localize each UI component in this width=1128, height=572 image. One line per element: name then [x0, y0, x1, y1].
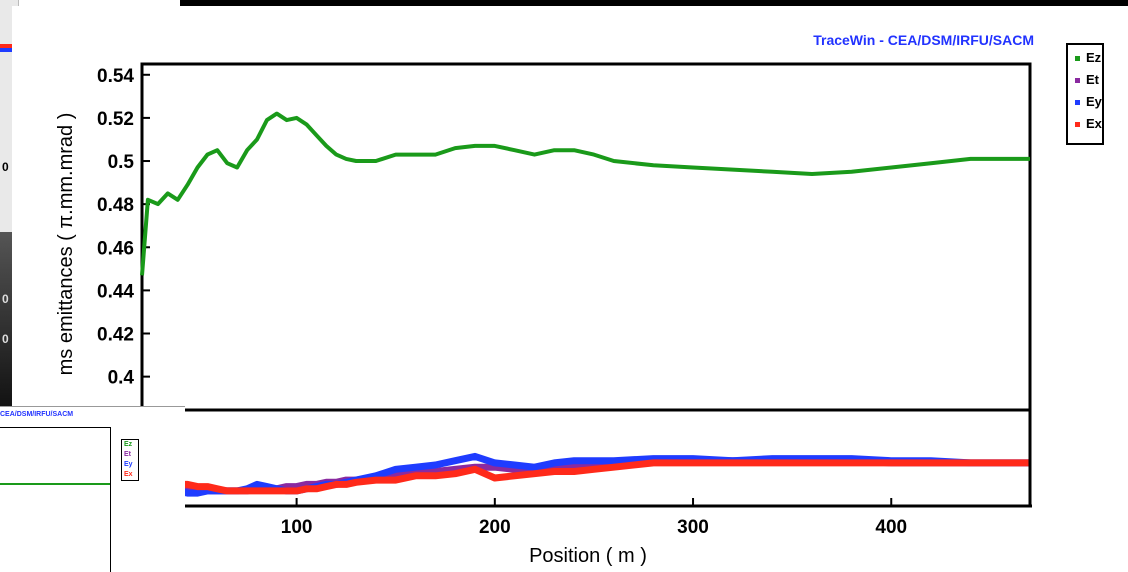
legend-swatch-ex [1075, 122, 1080, 127]
y-axis-title: ms emittances ( π.mm.mrad ) [55, 113, 77, 376]
plot-frame [140, 62, 1032, 412]
y-tick-labels: 0.540.520.50.480.460.440.420.40.38 [97, 66, 134, 432]
mini-legend-ez: Ez [124, 441, 133, 448]
legend-label-et: Et [1086, 72, 1100, 87]
series-line-ez [140, 111, 1030, 276]
series-lines-upper [140, 111, 1030, 276]
legend: Ez Et Ey Ex [1075, 50, 1103, 131]
background-tick-label: 0 [2, 160, 9, 174]
mini-chart-credit: CEA/DSM/IRFU/SACM [0, 411, 74, 418]
mini-legend: Ez Et Ey Ex [121, 439, 139, 481]
mini-legend-et: Et [124, 451, 131, 458]
y-tick-label: 0.52 [97, 109, 134, 130]
y-tick-label: 0.54 [97, 66, 134, 87]
background-tick-label: 0 [2, 332, 9, 346]
background-tick-label: 0 [2, 292, 9, 306]
legend-box [1066, 43, 1104, 145]
y-tick-label: 0.42 [97, 325, 134, 346]
mini-legend-ey: Ey [124, 461, 133, 468]
mini-ez-line [0, 483, 110, 485]
y-tick-label: 0.5 [108, 152, 135, 173]
y-tick-label: 0.4 [108, 368, 135, 389]
emittance-chart-window[interactable]: TraceWin - CEA/DSM/IRFU/SACM 0.54 0.52 0.5… [12, 6, 1128, 432]
y-tick-label: 0.44 [97, 281, 134, 302]
legend-label-ex: Ex [1086, 116, 1103, 131]
background-red-series-line [0, 44, 18, 48]
mini-legend-ex: Ex [124, 471, 133, 478]
legend-label-ez: Ez [1086, 50, 1102, 65]
legend-label-ey: Ey [1086, 94, 1103, 109]
background-blue-series-line [0, 48, 18, 52]
chart-credit: TraceWin - CEA/DSM/IRFU/SACM [813, 32, 1034, 48]
y-tick-label: 0.46 [97, 238, 134, 259]
background-mini-chart-window[interactable]: CEA/DSM/IRFU/SACM Ez Et Ey Ex [0, 406, 185, 572]
mini-plot-frame [0, 427, 111, 572]
y-tick-label: 0.48 [97, 195, 134, 216]
legend-swatch-et [1075, 78, 1080, 83]
legend-swatch-ez [1075, 56, 1080, 61]
legend-swatch-ey [1075, 100, 1080, 105]
background-window-top-edge [180, 0, 1128, 6]
